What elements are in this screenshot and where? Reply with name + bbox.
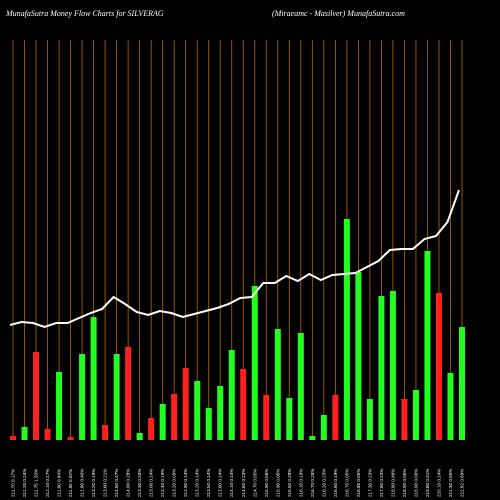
bar [332,395,339,440]
x-tick-label: 216.70 0.28% [310,469,315,497]
x-tick-label: 211.95 0.02% [68,469,73,497]
bar [435,293,442,440]
x-tick-label: 216.50 0.28% [287,469,292,497]
bar [459,327,465,440]
x-tick-label: 217.30 0.23% [367,469,372,497]
bar [389,291,396,440]
bar [205,408,212,440]
bar [21,427,28,440]
x-tick-label: 211.75 1.33% [34,469,39,497]
bar [401,399,408,440]
bar [297,333,304,440]
bar [309,436,316,440]
bar [355,272,362,440]
bar [424,251,431,440]
x-tick-label: 213.20 0.09% [172,469,177,497]
x-tick-label: 218.90 0.00% [413,469,418,497]
x-tick-label: 212.80 0.40% [80,469,85,497]
x-tick-label: 212.10 0.17% [45,469,50,497]
x-tick-label: 216.80 0.05% [356,469,361,497]
x-tick-label: 215.90 0.56% [264,469,269,497]
chart-subtitle: (Miraeamc - Masilver) MunafaSutra.com [272,9,405,18]
x-tick-label: 214.00 0.28% [126,469,131,497]
bar [240,369,247,440]
bar [274,329,281,440]
x-tick-label: 213.80 0.14% [218,469,223,497]
bar [90,317,97,440]
bar [228,350,235,440]
bar [320,415,327,440]
bar [10,436,16,440]
bar [148,418,155,440]
x-tick-label: 214.60 0.47% [114,469,119,497]
bar [44,429,51,440]
x-tick-label: 213.30 0.33% [137,469,142,497]
x-tick-label: 211.90 0.84% [57,469,62,497]
x-tick-label: 213.00 0.14% [149,469,154,497]
x-tick-label: 214.10 0.14% [229,469,234,497]
bar [263,395,270,440]
bar [171,394,178,440]
bar [56,372,63,440]
bar [217,386,224,440]
bar [182,368,189,440]
x-tick-label: 212.90 0.14% [183,469,188,497]
x-tick-label: 212.20 0.24% [22,469,27,497]
bar [67,437,74,440]
x-tick-label: 219.80 0.41% [425,469,430,497]
bar [33,352,40,440]
bar [125,347,132,440]
x-tick-label: 213.40 0.19% [160,469,165,497]
x-tick-label: 216.70 0.05% [344,469,349,497]
x-tick-label: 220.10 0.14% [436,469,441,497]
x-tick-label: 213.20 0.19% [91,469,96,497]
bar [378,296,385,440]
bar [251,286,258,440]
x-tick-label: 213.60 0.21% [103,469,108,497]
x-tick-label: 216.20 0.23% [321,469,326,497]
x-tick-label: 216.10 0.19% [298,469,303,497]
bar [447,373,454,440]
x-tick-label: 213.20 0.14% [195,469,200,497]
x-tick-label: 218.90 0.05% [402,469,407,497]
x-tick-label: 218.80 0.46% [390,469,395,497]
bar [79,354,86,440]
x-tick-label: 214.70 0.05% [252,469,257,497]
bar [343,219,350,440]
x-tick-label: 216.60 0.19% [333,469,338,497]
bar [366,399,373,440]
bar [113,354,120,440]
x-tick-label: 213.50 0.14% [206,469,211,497]
x-tick-label: 221.30 0.55% [448,469,453,497]
bar [286,398,293,440]
x-tick-label: 211.70 0.17% [11,469,16,497]
money-flow-line [9,189,460,329]
x-tick-label: 215.90 0.00% [275,469,280,497]
x-tick-label: 222.82 0.69% [460,469,465,497]
chart-title: MunafaSutra Money Flow Charts for SILVER… [5,9,164,18]
x-tick-label: 217.80 0.23% [379,469,384,497]
bar [412,390,419,440]
x-tick-label: 214.60 0.23% [241,469,246,497]
bar [194,381,201,440]
bar [136,433,143,440]
bar [102,425,109,440]
bar [159,404,166,440]
